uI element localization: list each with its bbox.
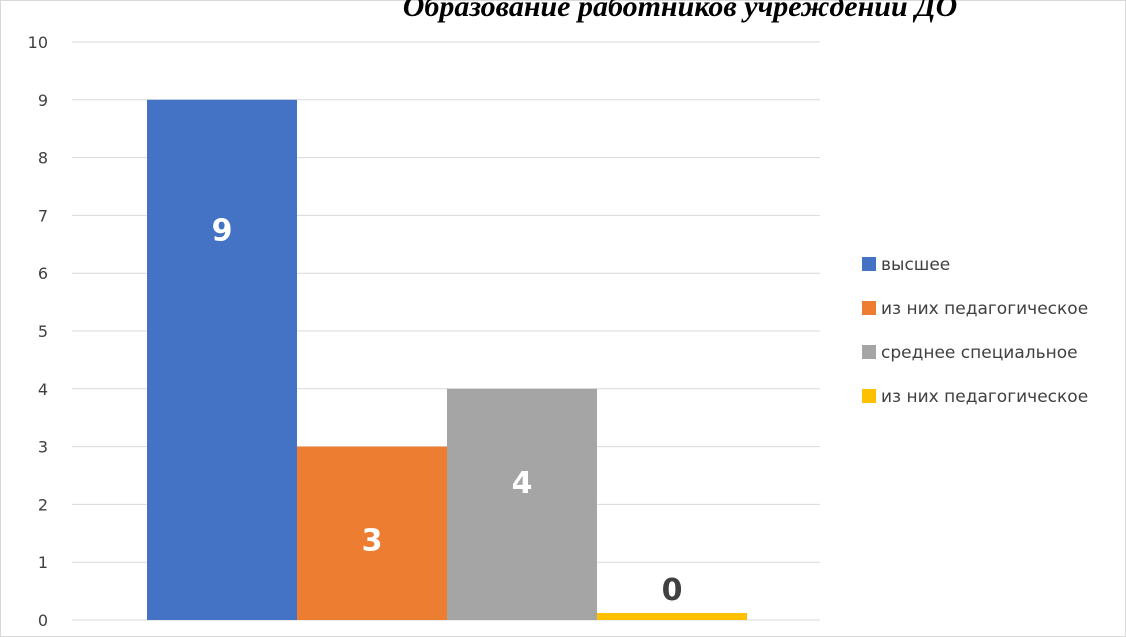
bar (597, 613, 747, 620)
bar (147, 99, 297, 621)
legend-swatch (862, 389, 876, 403)
legend-label: из них педагогическое (881, 299, 1088, 319)
data-label: 9 (212, 213, 233, 248)
y-tick-label: 4 (38, 380, 48, 399)
y-tick-label: 8 (38, 149, 48, 168)
data-label: 4 (512, 466, 533, 501)
legend-label: высшее (881, 255, 950, 275)
y-tick-label: 0 (38, 611, 48, 630)
data-label: 3 (362, 524, 383, 559)
legend-label: из них педагогическое (881, 387, 1088, 407)
legend: высшее из них педагогическое среднее специ… (862, 255, 1088, 407)
y-tick-label: 7 (38, 206, 48, 225)
bar (297, 446, 447, 620)
y-tick-label: 1 (38, 553, 48, 572)
y-tick-label: 10 (28, 33, 48, 52)
bars (147, 99, 747, 621)
legend-swatch (862, 301, 876, 315)
y-axis-ticks: 0 1 2 3 4 5 6 7 8 9 10 (28, 33, 48, 630)
y-tick-label: 6 (38, 264, 48, 283)
bar (447, 388, 597, 620)
legend-swatch (862, 257, 876, 271)
y-tick-label: 2 (38, 495, 48, 514)
y-tick-label: 9 (38, 91, 48, 110)
legend-swatch (862, 345, 876, 359)
legend-label: среднее специальное (881, 343, 1078, 363)
chart-title: Образование работников учреждений ДО (403, 0, 958, 23)
y-tick-label: 5 (38, 322, 48, 341)
data-label: 0 (662, 573, 683, 608)
y-tick-label: 3 (38, 438, 48, 457)
data-labels: 9 3 4 0 (212, 213, 683, 608)
